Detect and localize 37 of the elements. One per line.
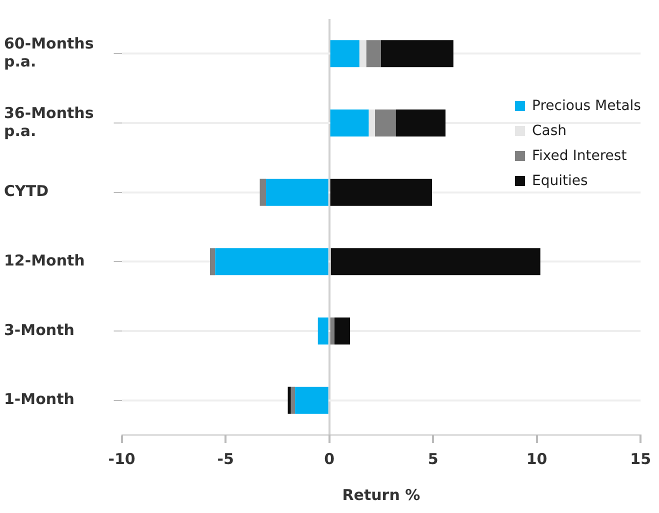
bar (215, 248, 328, 276)
x-tick-label: 15 (630, 450, 651, 468)
y-tick-label: CYTD (4, 182, 49, 200)
x-tick-label: -10 (108, 450, 136, 468)
bar (288, 386, 291, 414)
bar (330, 248, 540, 276)
bar (334, 317, 350, 345)
x-axis-title: Return % (342, 486, 420, 504)
bar (330, 109, 369, 137)
legend-label: Precious Metals (532, 98, 641, 114)
y-tick-label: 60-Months p.a. (4, 34, 94, 71)
bar (330, 40, 360, 68)
bar (266, 178, 328, 206)
legend-label: Fixed Interest (532, 148, 627, 164)
bar (318, 317, 328, 345)
legend-label: Equities (532, 173, 588, 189)
bar (368, 109, 375, 137)
bar (330, 317, 334, 345)
y-tick-label: 3-Month (4, 320, 74, 339)
y-tick-label: 36-Months p.a. (4, 104, 94, 140)
y-tick-label: 12-Month (4, 252, 85, 270)
bar (260, 178, 266, 206)
x-tick-label: 10 (526, 450, 548, 468)
x-tick-label: 5 (428, 450, 438, 468)
bar (210, 248, 216, 276)
bar (290, 386, 296, 414)
bar (396, 109, 446, 137)
legend-label: Cash (532, 123, 567, 139)
x-tick-label: 0 (324, 450, 335, 468)
bar (359, 40, 366, 68)
bar (330, 178, 432, 206)
x-tick-label: -5 (217, 450, 234, 468)
y-tick-label: 1-Month (4, 390, 74, 408)
bar (366, 40, 381, 68)
bar (374, 109, 396, 137)
bar (295, 386, 328, 414)
bar (380, 40, 454, 68)
